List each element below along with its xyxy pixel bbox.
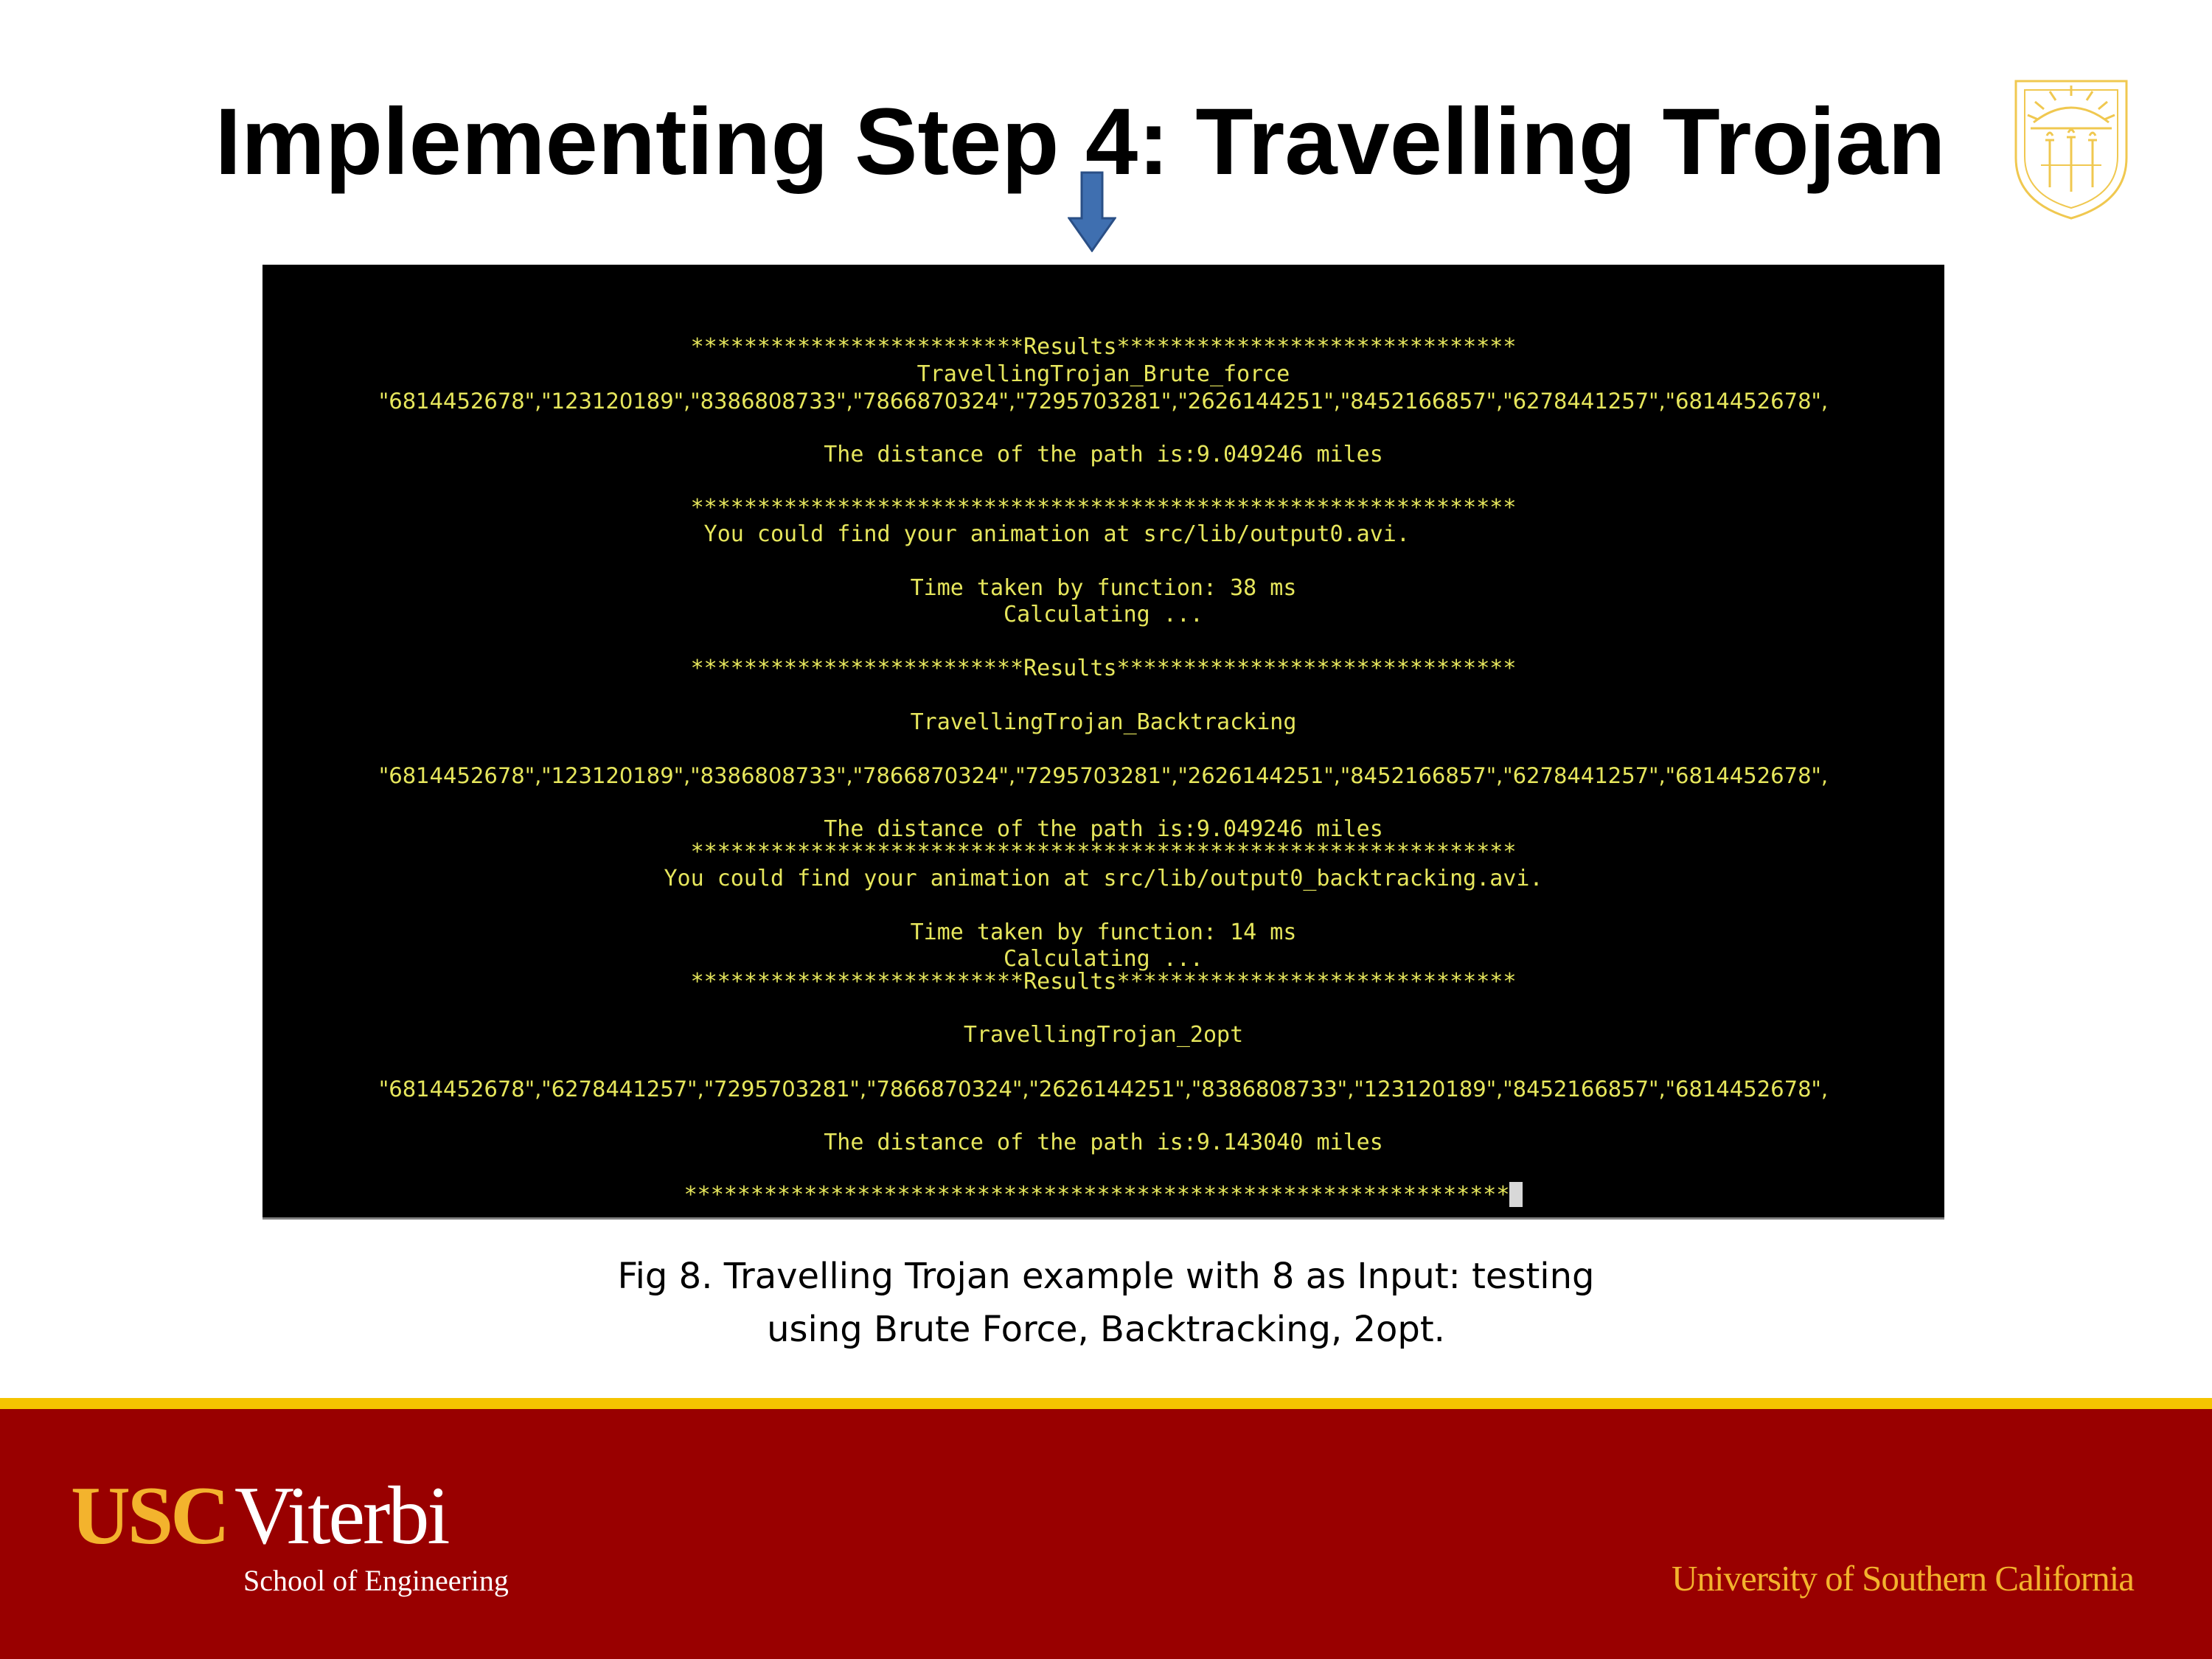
path-distance: The distance of the path is:9.143040 mil… — [824, 1130, 1383, 1155]
results-header: *************************Results********… — [690, 655, 1517, 681]
path-node-ids: "6814452678","6278441257","7295703281","… — [378, 1077, 1829, 1102]
path-distance: The distance of the path is:9.049246 mil… — [824, 442, 1383, 467]
usc-seal-icon — [2014, 80, 2128, 220]
usc-logo: USC — [71, 1470, 230, 1562]
results-header: *************************Results********… — [690, 334, 1517, 360]
terminal-output: *************************Results********… — [262, 265, 1944, 1220]
final-separator: ****************************************… — [262, 1182, 1944, 1208]
caption-line: Fig 8. Travelling Trojan example with 8 … — [617, 1256, 1595, 1297]
slide-title: Implementing Step 4: Travelling Trojan — [215, 89, 1946, 195]
animation-path: You could find your animation at src/lib… — [664, 866, 1543, 891]
algorithm-name: TravellingTrojan_2opt — [963, 1022, 1244, 1048]
footer-divider — [0, 1398, 2212, 1409]
footer-bar — [0, 1409, 2212, 1659]
caption-line: using Brute Force, Backtracking, 2opt. — [767, 1309, 1445, 1350]
path-distance: The distance of the path is:9.049246 mil… — [824, 816, 1383, 842]
university-name: University of Southern California — [1671, 1558, 2135, 1599]
down-arrow-icon — [1068, 171, 1116, 252]
path-node-ids: "6814452678","123120189","8386808733","7… — [378, 389, 1829, 414]
viterbi-logo: Viterbi — [234, 1470, 451, 1562]
time-taken: Time taken by function: 14 ms — [910, 919, 1297, 945]
path-node-ids: "6814452678","123120189","8386808733","7… — [378, 763, 1829, 788]
results-header: *************************Results********… — [690, 969, 1517, 995]
algorithm-name: TravellingTrojan_Brute_force — [917, 361, 1290, 387]
calculating-status: Calculating ... — [1004, 602, 1203, 627]
terminal-cursor[interactable] — [1509, 1182, 1523, 1207]
calculating-status: Calculating ... — [1004, 946, 1203, 972]
separator-line: ****************************************… — [690, 495, 1517, 521]
algorithm-name: TravellingTrojan_Backtracking — [910, 709, 1297, 735]
time-taken: Time taken by function: 38 ms — [910, 575, 1297, 601]
separator-line: ****************************************… — [690, 839, 1517, 865]
figure-caption: Fig 8. Travelling Trojan example with 8 … — [0, 1250, 2212, 1356]
school-name: School of Engineering — [243, 1564, 509, 1597]
separator-line: ****************************************… — [684, 1182, 1510, 1208]
animation-path: You could find your animation at src/lib… — [703, 521, 1503, 547]
